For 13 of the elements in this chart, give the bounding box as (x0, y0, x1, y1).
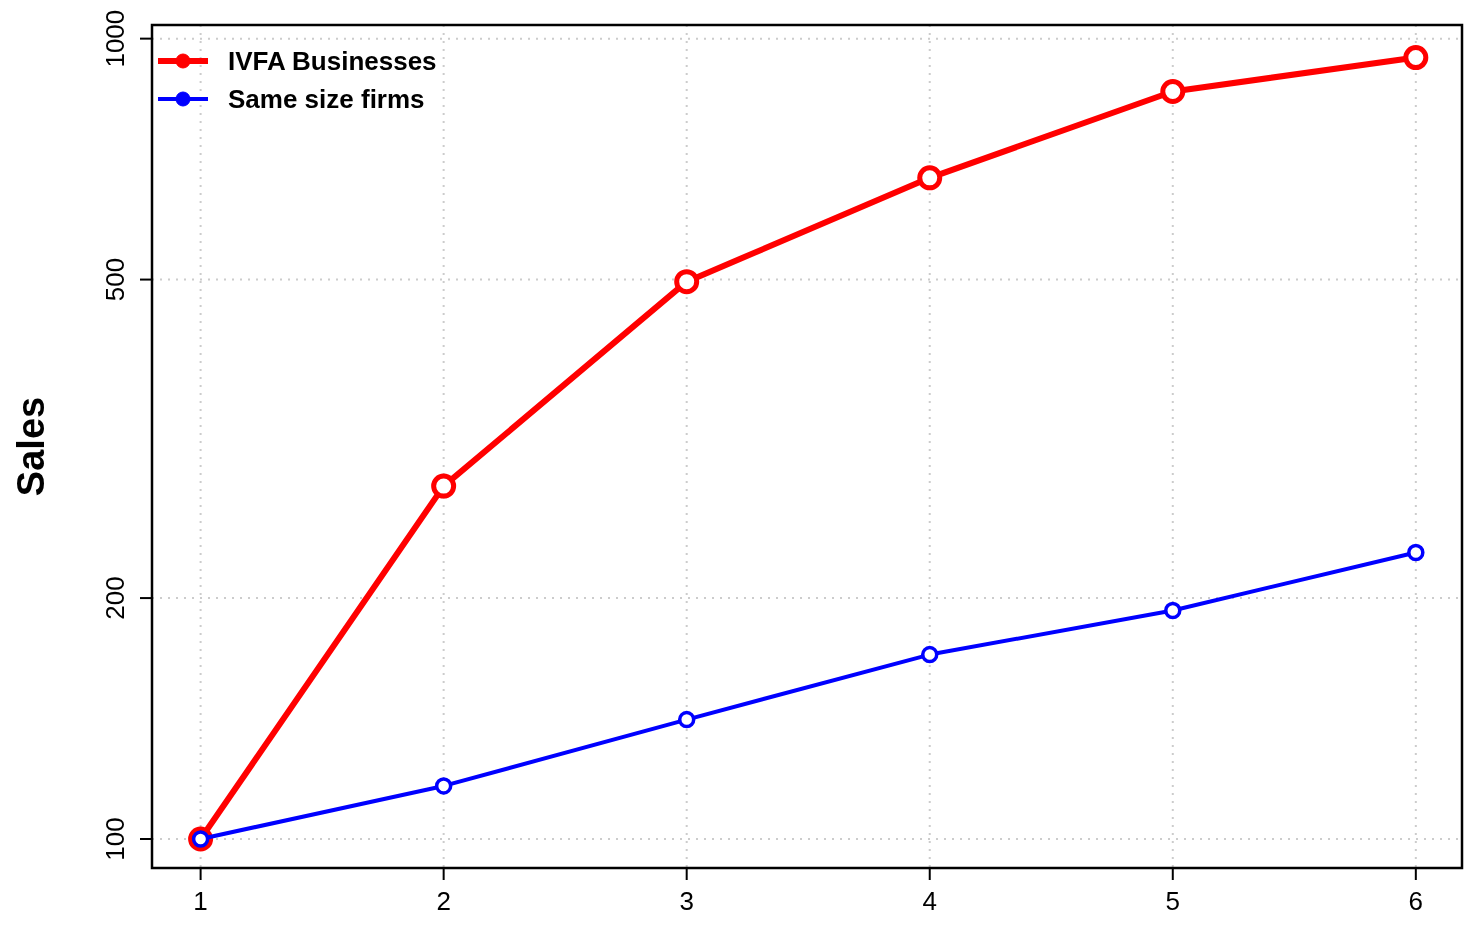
legend-label: IVFA Businesses (228, 46, 437, 76)
y-tick-label: 100 (100, 817, 130, 861)
x-tick-label: 3 (679, 886, 694, 916)
x-tick-label: 1 (193, 886, 208, 916)
legend-label: Same size firms (228, 84, 425, 114)
y-tick-label: 500 (100, 257, 130, 302)
x-tick-label: 6 (1408, 886, 1424, 916)
x-tick-label: 5 (1165, 886, 1181, 916)
x-tick-label: 2 (436, 886, 451, 916)
y-tick-label: 200 (100, 576, 130, 620)
y-axis-title: Sales (10, 396, 52, 497)
x-tick-label: 4 (922, 886, 937, 916)
y-tick-label: 1000 (100, 9, 130, 68)
